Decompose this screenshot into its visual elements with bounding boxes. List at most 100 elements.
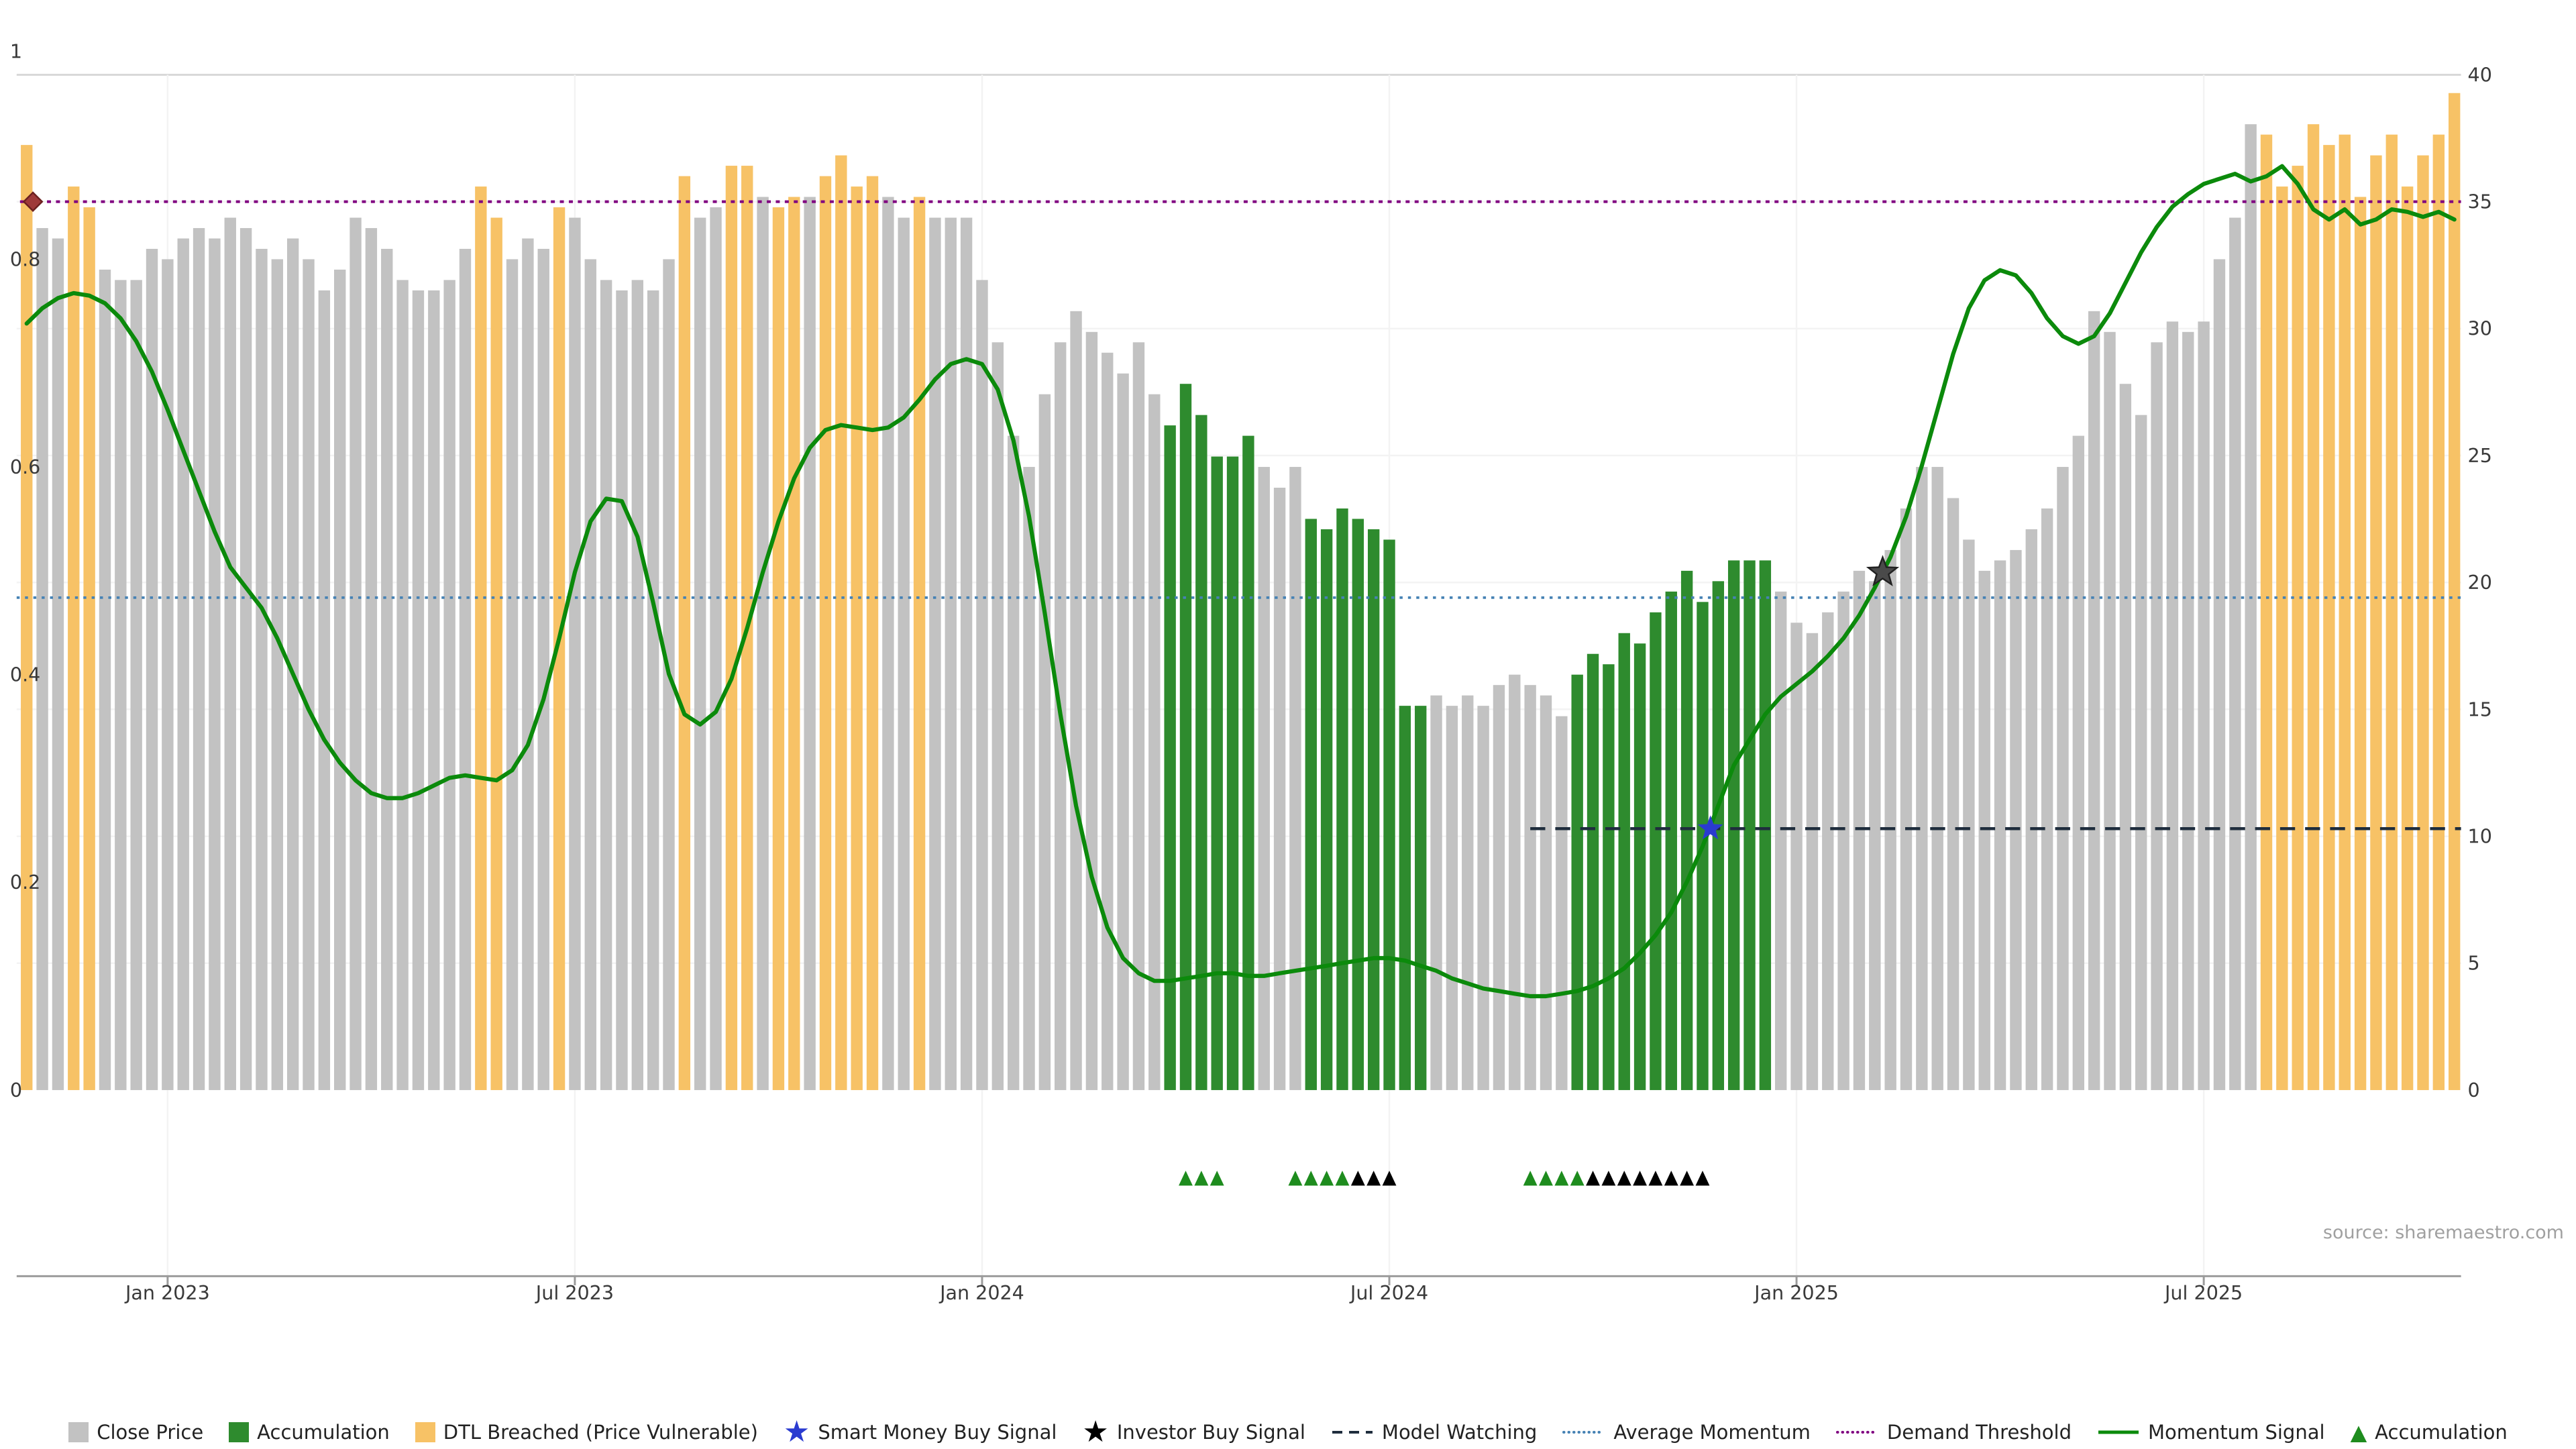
dtl-breached-bar: [788, 197, 800, 1090]
dtl-breached-bar: [913, 197, 926, 1090]
close-price-bar: [146, 248, 158, 1090]
watch-triangle-icon: [1633, 1171, 1648, 1186]
dtl-breached-bar: [2448, 93, 2461, 1090]
close-price-bar: [1806, 633, 1819, 1090]
close-price-bar: [1775, 591, 1787, 1090]
dtl-breached-bar: [835, 155, 847, 1090]
accumulation-bar: [1633, 643, 1646, 1090]
dtl-breached-bar: [2292, 166, 2304, 1090]
close-price-bar: [224, 217, 236, 1090]
y-right-tick-label: 0: [2468, 1079, 2480, 1102]
close-price-bar: [1258, 467, 1270, 1090]
x-axis-tick-label: Jan 2023: [124, 1282, 210, 1304]
model-watching-line-sample: [1332, 1431, 1373, 1434]
accumulation-bar: [1399, 706, 1411, 1090]
dtl-breached-bar: [2385, 134, 2398, 1090]
close-price-bar: [1790, 623, 1803, 1090]
dtl-breached-bar: [2370, 155, 2382, 1090]
accumulation-triangle-icon: [1320, 1171, 1334, 1186]
dtl-breached-bar: [2417, 155, 2429, 1090]
close-price-bar: [2104, 331, 2116, 1090]
watch-triangle-icon: [1680, 1171, 1695, 1186]
legend-label-momentum-signal: Momentum Signal: [2148, 1421, 2325, 1444]
dtl-breached-bar: [553, 207, 566, 1090]
legend-label-dtl-breached-price-vulnerable: DTL Breached (Price Vulnerable): [443, 1421, 758, 1444]
accumulation-bar: [1712, 581, 1725, 1090]
close-price-bar: [616, 290, 628, 1090]
legend: Close Price Accumulation DTL Breached (Pri…: [0, 1417, 2576, 1447]
close-price-bar: [177, 238, 189, 1090]
close-price-bar: [757, 197, 769, 1090]
close-price-bar: [1916, 467, 1928, 1090]
watch-triangle-icon: [1586, 1171, 1600, 1186]
accumulation-bar: [1367, 529, 1380, 1090]
watch-triangle-icon: [1695, 1171, 1710, 1186]
close-price-bar: [1931, 467, 1943, 1090]
watch-triangle-icon: [1648, 1171, 1663, 1186]
close-price-bar: [2213, 259, 2226, 1090]
legend-item-momentum-signal: Momentum Signal: [2097, 1421, 2325, 1444]
watch-triangle-icon: [1350, 1171, 1365, 1186]
accumulation-triangle-icon: [1335, 1171, 1350, 1186]
close-price-bar: [2072, 435, 2085, 1090]
close-price-bar: [2010, 549, 2022, 1090]
close-price-bar: [443, 280, 455, 1090]
close-price-bar: [2119, 384, 2132, 1090]
accumulation-bar: [1195, 415, 1208, 1090]
legend-item-demand-threshold: Demand Threshold: [1835, 1421, 2072, 1444]
legend-item-model-watching: Model Watching: [1331, 1421, 1537, 1444]
legend-label-accumulation: Accumulation: [257, 1421, 390, 1444]
close-price-bar: [1023, 467, 1035, 1090]
close-price-bar: [1869, 581, 1881, 1090]
dtl-breached-bar: [2354, 197, 2367, 1090]
accumulation-bar: [1603, 664, 1615, 1090]
accumulation-bar: [1383, 539, 1395, 1090]
average-momentum-line-sample: [1562, 1431, 1606, 1434]
close-price-bar: [1102, 352, 1114, 1090]
dtl-breached-bar: [2307, 124, 2320, 1090]
y-right-tick-label: 35: [2468, 191, 2492, 213]
legend-item-smart-money-buy-signal: ★ Smart Money Buy Signal: [784, 1417, 1057, 1447]
dtl-breached-bar: [68, 186, 80, 1090]
dtl-breached-bar: [725, 166, 738, 1090]
accumulation-bar: [1665, 591, 1677, 1090]
accumulation-triangle-icon: [1554, 1171, 1569, 1186]
dtl-breached-bar: [83, 207, 95, 1090]
accumulation-triangle-icon: [1210, 1171, 1224, 1186]
y-right-tick-label: 15: [2468, 698, 2492, 720]
close-price-bar: [1289, 467, 1301, 1090]
accumulation-bar: [1571, 674, 1583, 1090]
legend-item-investor-buy-signal: ★ Investor Buy Signal: [1082, 1417, 1305, 1447]
close-price-bar: [2229, 217, 2241, 1090]
x-axis-tick-label: Jul 2024: [1349, 1282, 1428, 1304]
close-price-bar: [960, 217, 973, 1090]
close-price-bar: [1947, 498, 1960, 1090]
close-price-bar: [647, 290, 659, 1090]
close-price-bar: [1853, 570, 1866, 1090]
legend-item-accumulation-2: ▲ Accumulation: [2351, 1421, 2508, 1444]
accumulation-bar: [1320, 529, 1333, 1090]
y-right-tick-label: 30: [2468, 318, 2492, 340]
demand-threshold-start-diamond-icon: [22, 191, 44, 213]
legend-label-close-price: Close Price: [97, 1421, 204, 1444]
close-price-bar: [1273, 488, 1286, 1090]
accumulation-triangle-icon: [1570, 1171, 1585, 1186]
close-price-bar: [365, 227, 378, 1090]
momentum-signal-line-sample: [2098, 1430, 2139, 1434]
close-price-bar: [1132, 342, 1145, 1090]
dtl-breached-bar: [2432, 134, 2445, 1090]
close-price-bar: [506, 259, 519, 1090]
legend-label-smart-money-buy-signal: Smart Money Buy Signal: [818, 1421, 1057, 1444]
close-price-bar: [2166, 321, 2179, 1090]
legend-label-demand-threshold: Demand Threshold: [1886, 1421, 2072, 1444]
close-price-bar: [52, 238, 64, 1090]
watch-triangle-icon: [1601, 1171, 1616, 1186]
close-price-bar: [1070, 311, 1082, 1090]
close-price-bar: [36, 227, 48, 1090]
dtl-breached-bar: [678, 176, 691, 1090]
dtl-breached-price-vulnerable-swatch: [415, 1422, 435, 1442]
close-price-bar: [1822, 612, 1834, 1090]
accumulation-bar: [1352, 519, 1364, 1090]
legend-label-accumulation-2: Accumulation: [2375, 1421, 2508, 1444]
